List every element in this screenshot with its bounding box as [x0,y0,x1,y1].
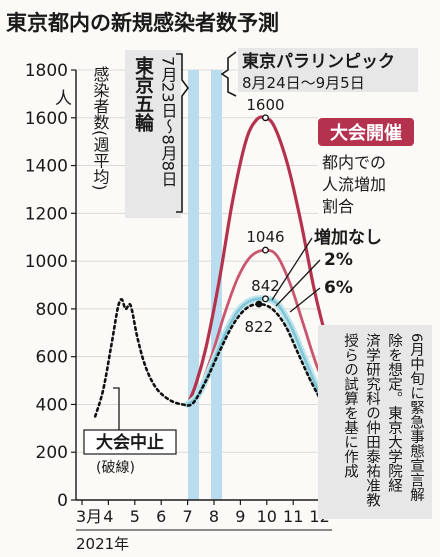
series-line-cancelled-baseline [93,298,337,425]
x-tick-label-7: 7 [183,507,193,526]
y-tick-label-1200: 1200 [25,204,68,224]
y-unit-label: 人 [55,89,72,109]
peak-point-cancelled-baseline [255,300,263,308]
legend-2pct-label: 2% [324,250,353,270]
olympics-label-box [125,50,181,218]
peak-label-cancelled-baseline: 822 [245,318,274,336]
legend-subtitle-line-2: 人流増加 [322,175,386,194]
legend-6pct-label: 6% [324,278,353,298]
x-tick-label-4: 4 [103,507,113,526]
y-tick-label-1400: 1400 [25,157,68,177]
legend-no-increase-label: 増加なし [314,227,382,248]
legend-6pct-leader [289,287,321,313]
peak-label-two-pct: 1046 [246,228,284,246]
y-axis-title: 感染者数(週平均) [91,66,110,190]
olympics-period-band [188,70,199,500]
y-tick-label-800: 800 [36,300,68,320]
assumption-note: 6月中旬に緊急事態宣言解除を想定。東京大学院経済学研究科の仲田泰祐准教授らの試算… [342,333,424,508]
y-tick-label-1000: 1000 [25,252,68,272]
x-tick-label-6: 6 [156,507,166,526]
y-tick-label-400: 400 [36,395,68,415]
paralympics-period: 8月24日〜9月5日 [242,74,365,92]
legend-subtitle-line-3: 割合 [322,197,354,216]
note-column-1: 6月中旬に緊急事態宣言解 [408,333,424,502]
x-tick-label-9: 9 [235,507,245,526]
y-tick-label-1600: 1600 [25,109,68,129]
y-axis: 0 200 400 600 800 1000 1200 1400 1600 1800 [25,61,76,511]
note-column-4: 授らの試算を基に作成 [342,333,358,480]
baseline-label: 大会中止 [96,432,164,453]
peak-point-two-pct [262,246,269,254]
paralympics-label-box [238,48,418,92]
paralympics-period-band [211,70,222,500]
paralympics-bracket [220,51,237,97]
baseline-label-badge [83,429,177,455]
y-tick-label-200: 200 [36,443,68,463]
peak-markers: 1600 1046 842 822 [245,96,285,336]
paralympics-name: 東京パラリンピック [242,51,395,72]
legend-subtitle-line-1: 都内での [322,153,386,172]
chart-title: 東京都内の新規感染者数予測 [6,11,279,35]
note-column-2: 除を想定。東京大学院経 [386,333,402,493]
x-tick-label-3: 3月 [76,507,102,526]
legend-title-badge [318,118,414,146]
olympics-name: 東京五輪 [132,55,154,133]
note-column-3: 済学研究科の仲田泰祐准教 [364,333,380,508]
olympics-period: 7月23日〜8月8日 [159,56,178,187]
baseline-leader [113,387,120,430]
x-tick-label-10: 10 [257,507,277,526]
legend-title: 大会開催 [330,122,402,144]
note-box [318,325,432,519]
baseline-note: (破線) [96,460,135,476]
olympics-bracket [176,53,189,213]
peak-point-no-increase [262,295,269,303]
x-tick-label-5: 5 [130,507,140,526]
x-tick-label-11: 11 [283,507,303,526]
peak-label-six-pct: 1600 [246,96,284,114]
y-tick-label-0: 0 [57,491,68,511]
x-axis: 3月456789101112 [76,500,330,526]
x-tick-label-8: 8 [209,507,219,526]
peak-point-six-pct [262,114,269,122]
y-tick-label-600: 600 [36,348,68,368]
series-line-six-pct [186,115,337,406]
y-tick-label-1800: 1800 [25,61,68,81]
year-label: 2021年 [76,535,129,553]
peak-label-no-increase: 842 [251,277,280,295]
legend-2pct-leader [275,259,321,307]
legend-no-increase-leader [271,237,313,301]
